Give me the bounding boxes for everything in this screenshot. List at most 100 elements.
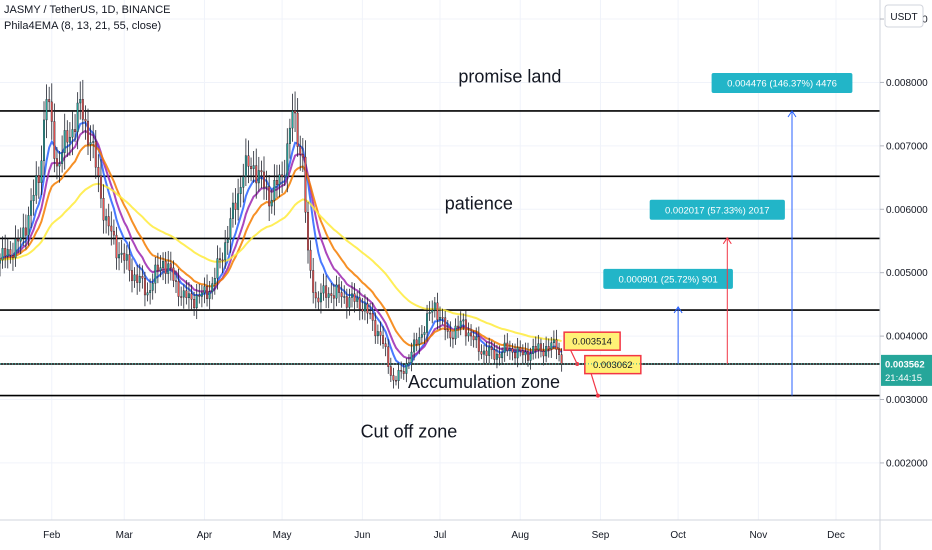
candle-body — [206, 286, 209, 299]
candle-body — [309, 249, 312, 271]
candle-body — [374, 320, 377, 337]
y-tick-label: 0.002000 — [886, 458, 928, 469]
candle-body — [397, 370, 400, 382]
callout-line — [590, 372, 599, 396]
candle — [94, 130, 97, 179]
measurement[interactable]: 0.004476 (146.37%) 4476 — [711, 72, 853, 396]
measurement-label: 0.002017 (57.33%) 2017 — [665, 205, 770, 216]
candle-body — [224, 242, 227, 261]
candle — [299, 135, 302, 171]
candle-body — [115, 234, 118, 259]
candle-body — [539, 343, 542, 352]
candle — [555, 329, 558, 360]
candle — [558, 342, 561, 362]
candle-body — [89, 142, 92, 145]
candle — [193, 291, 196, 316]
candle-body — [125, 254, 128, 261]
candle-body — [392, 375, 395, 381]
candle-body — [495, 353, 498, 360]
candle-body — [141, 276, 144, 279]
candle-body — [180, 296, 183, 298]
candle — [112, 219, 115, 245]
candle — [314, 281, 317, 309]
candle — [343, 285, 346, 304]
candle — [40, 145, 43, 196]
candle — [459, 311, 462, 336]
price-callout[interactable]: 0.003062 — [584, 354, 642, 398]
candle-body — [286, 143, 289, 177]
candle-body — [143, 277, 146, 296]
candle — [330, 282, 333, 304]
candle-body — [319, 292, 322, 303]
currency-badge: USDT — [890, 12, 917, 23]
candle-body — [11, 255, 14, 258]
candle-body — [156, 264, 159, 271]
candle-body — [542, 350, 545, 357]
measurement-label: 0.000901 (25.72%) 901 — [618, 274, 717, 285]
last-price-marker: 0.003562 21:44:15 — [0, 354, 932, 386]
candle — [309, 240, 312, 279]
callout-label: 0.003514 — [572, 337, 612, 348]
candle-body — [410, 351, 413, 363]
measurement[interactable]: 0.000901 (25.72%) 901 — [603, 268, 733, 364]
x-tick-label: Mar — [116, 530, 134, 541]
candle — [493, 342, 496, 365]
candle-body — [164, 261, 167, 274]
candle — [376, 324, 379, 344]
candle — [185, 280, 188, 305]
candle-body — [527, 351, 529, 361]
candle — [118, 242, 121, 271]
candle — [81, 79, 84, 133]
candle — [239, 177, 242, 208]
candle-body — [234, 202, 237, 210]
candle-body — [312, 270, 315, 293]
candle — [488, 337, 491, 363]
candle — [410, 342, 413, 372]
measurement[interactable]: 0.002017 (57.33%) 2017 — [649, 199, 785, 364]
candle — [454, 318, 457, 345]
candle-body — [30, 200, 33, 216]
candle — [146, 282, 149, 302]
candle — [534, 336, 537, 359]
candle-body — [281, 174, 284, 178]
measurement-box — [711, 72, 853, 93]
candle — [105, 208, 108, 234]
candle — [475, 327, 478, 349]
candle-body — [552, 339, 555, 344]
candle — [198, 283, 201, 304]
candle-body — [45, 99, 48, 121]
candle-body — [123, 252, 126, 261]
candle — [37, 166, 40, 199]
price-callout[interactable]: 0.003514 — [563, 331, 621, 366]
candle-body — [454, 325, 457, 340]
candle — [547, 338, 550, 358]
candle-body — [376, 331, 379, 337]
candle-body — [219, 258, 221, 261]
last-price-countdown: 21:44:15 — [885, 373, 922, 384]
candle-body — [120, 252, 123, 255]
candle-body — [84, 119, 87, 122]
candle — [27, 206, 30, 246]
candle-body — [335, 284, 338, 299]
candle-body — [537, 343, 540, 351]
zone-label: patience — [445, 193, 513, 213]
candle-body — [61, 152, 64, 164]
candle — [55, 147, 58, 180]
candle — [206, 274, 209, 307]
candle — [97, 154, 100, 193]
candle-body — [547, 346, 550, 350]
candle-body — [43, 119, 45, 162]
candle — [363, 294, 366, 321]
candle — [131, 258, 133, 293]
callout-dot — [575, 362, 580, 366]
callout-box — [584, 354, 642, 375]
measurement-label: 0.004476 (146.37%) 4476 — [727, 78, 837, 89]
currency-button[interactable]: USDT — [884, 4, 924, 28]
y-tick-label: 0.004000 — [886, 332, 928, 343]
candle-body — [273, 179, 276, 201]
candle-body — [211, 283, 214, 292]
candle-body — [250, 166, 253, 169]
candle — [340, 281, 343, 308]
